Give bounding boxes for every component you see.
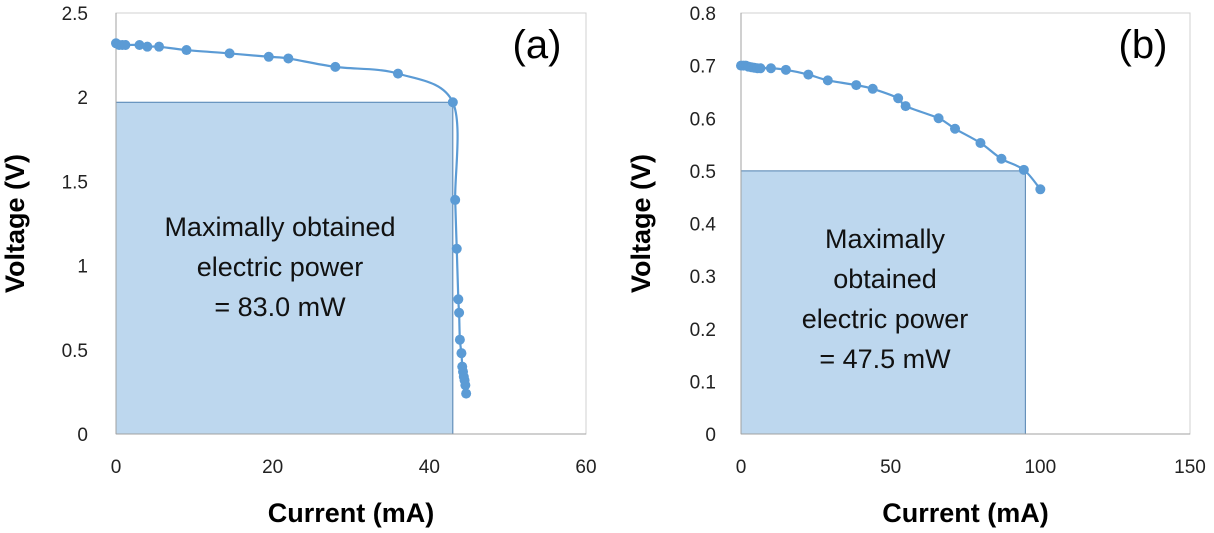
x-tick-label: 40: [419, 457, 440, 478]
chart-panel-b: 0 0.1 0.2 0.3 0.4 0.5 0.6 0.7 0.8 0 50 100 150 Curren…: [626, 4, 1206, 528]
data-point: [900, 101, 911, 112]
y-tick-label: 0.6: [690, 109, 716, 130]
y-tick-label: 0.5: [62, 341, 88, 362]
data-point: [283, 53, 294, 64]
data-point: [142, 41, 153, 52]
data-point: [996, 153, 1007, 164]
power-annotation-line: = 83.0 mW: [214, 292, 346, 322]
data-point: [851, 80, 862, 91]
y-tick-label: 0: [705, 425, 716, 446]
x-tick-label: 20: [262, 457, 283, 478]
power-annotation-line: Maximally obtained: [164, 212, 395, 242]
x-tick-label: 0: [736, 457, 747, 478]
data-point: [450, 194, 461, 205]
data-point: [1035, 184, 1046, 195]
y-tick-label: 0.5: [690, 162, 716, 183]
data-point: [451, 243, 462, 254]
data-point: [224, 48, 235, 59]
data-point: [803, 69, 814, 80]
panel-label: (b): [1119, 23, 1168, 67]
y-tick-label: 0.3: [690, 267, 716, 288]
y-tick-label: 0.8: [690, 4, 716, 25]
data-point: [120, 39, 131, 50]
x-tick-label: 60: [575, 457, 596, 478]
data-point: [755, 63, 766, 74]
data-point: [975, 137, 986, 148]
data-point: [461, 388, 472, 399]
power-annotation-line: electric power: [802, 304, 969, 334]
x-axis-title: Current (mA): [268, 498, 435, 528]
data-point: [454, 307, 465, 318]
data-point: [453, 294, 464, 305]
x-tick-label: 150: [1174, 457, 1206, 478]
y-tick-label: 0: [77, 425, 88, 446]
max-power-rectangle: [740, 170, 1026, 435]
power-annotation-line: electric power: [197, 252, 364, 282]
data-point: [780, 64, 791, 75]
y-tick-label: 0.7: [690, 57, 716, 78]
y-axis-title: Voltage (V): [626, 154, 656, 293]
data-point: [822, 75, 833, 86]
data-point: [1018, 164, 1029, 175]
power-annotation-line: Maximally: [825, 224, 946, 254]
data-point: [867, 83, 878, 94]
data-point: [447, 97, 458, 108]
data-point: [454, 334, 465, 345]
y-tick-label: 1.5: [62, 172, 88, 193]
x-tick-label: 50: [880, 457, 901, 478]
y-tick-label: 2.5: [62, 4, 88, 25]
power-annotation-line: = 47.5 mW: [819, 344, 951, 374]
x-tick-label: 100: [1024, 457, 1056, 478]
data-point: [765, 63, 776, 74]
y-tick-label: 2: [77, 88, 88, 109]
data-point: [263, 51, 274, 62]
x-tick-label: 0: [111, 457, 122, 478]
max-power-rectangle: [115, 101, 454, 435]
y-tick-label: 0.4: [690, 215, 717, 236]
chart-panel-a: 0 0.5 1 1.5 2 2.5 0 20 40 60 Current (mA) Voltage (…: [0, 4, 597, 528]
data-point: [181, 45, 192, 56]
data-point: [460, 380, 471, 391]
data-point: [393, 68, 403, 79]
data-point: [154, 41, 165, 52]
data-point: [950, 123, 961, 134]
data-point: [330, 61, 341, 72]
y-tick-label: 1: [77, 257, 88, 278]
y-tick-label: 0.1: [690, 372, 716, 393]
y-axis-title: Voltage (V): [0, 154, 30, 293]
panel-label: (a): [513, 23, 562, 67]
y-tick-label: 0.2: [690, 320, 716, 341]
data-point: [134, 39, 145, 50]
data-point: [893, 93, 904, 104]
data-point: [456, 348, 467, 359]
power-annotation-line: obtained: [833, 264, 937, 294]
data-point: [933, 113, 944, 124]
x-axis-title: Current (mA): [882, 498, 1049, 528]
